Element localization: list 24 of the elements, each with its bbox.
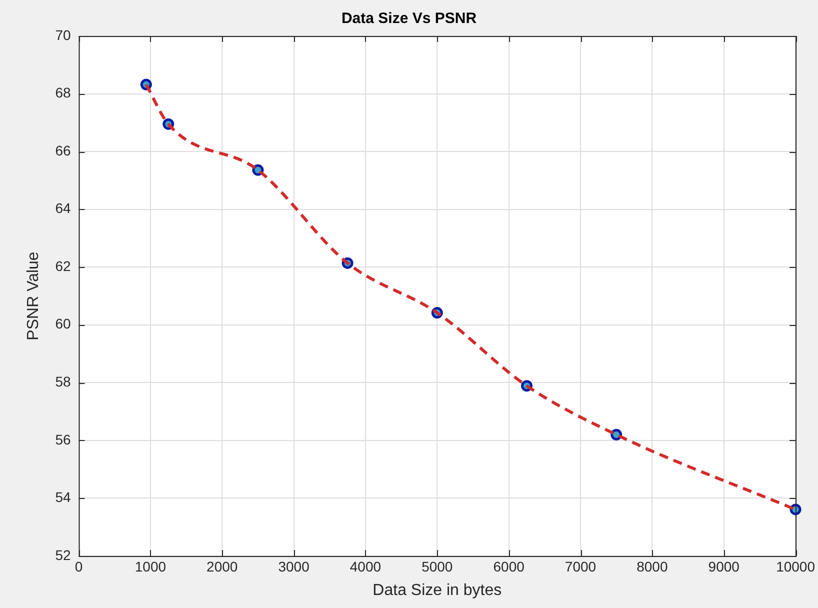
x-tick-label: 6000	[493, 558, 525, 574]
x-tick-label: 1000	[134, 558, 166, 574]
y-axis-title: PSNR Value	[25, 252, 42, 340]
y-tick-label: 66	[55, 142, 71, 158]
x-axis-title: Data Size in bytes	[372, 582, 502, 599]
x-tick-label: 10000	[776, 558, 816, 574]
x-tick-label: 8000	[636, 558, 668, 574]
y-tick-label: 56	[55, 431, 71, 448]
y-tick-label: 52	[55, 546, 71, 563]
y-tick-label: 54	[55, 489, 71, 506]
x-tick-label: 9000	[708, 558, 740, 574]
x-tick-label: 0	[74, 558, 83, 574]
y-tick-label: 60	[55, 316, 71, 332]
x-tick-label: 3000	[278, 558, 310, 574]
y-tick-label: 64	[55, 200, 71, 216]
chart-title: Data Size Vs PSNR	[341, 10, 477, 28]
x-tick-label: 2000	[206, 558, 238, 574]
y-tick-label: 68	[55, 84, 71, 101]
y-tick-label: 62	[55, 258, 71, 274]
x-tick-label: 4000	[350, 558, 382, 574]
x-tick-label: 7000	[564, 558, 596, 574]
x-tick-label: 5000	[422, 558, 453, 574]
y-tick-label: 70	[55, 26, 71, 43]
y-tick-label: 58	[55, 374, 71, 390]
